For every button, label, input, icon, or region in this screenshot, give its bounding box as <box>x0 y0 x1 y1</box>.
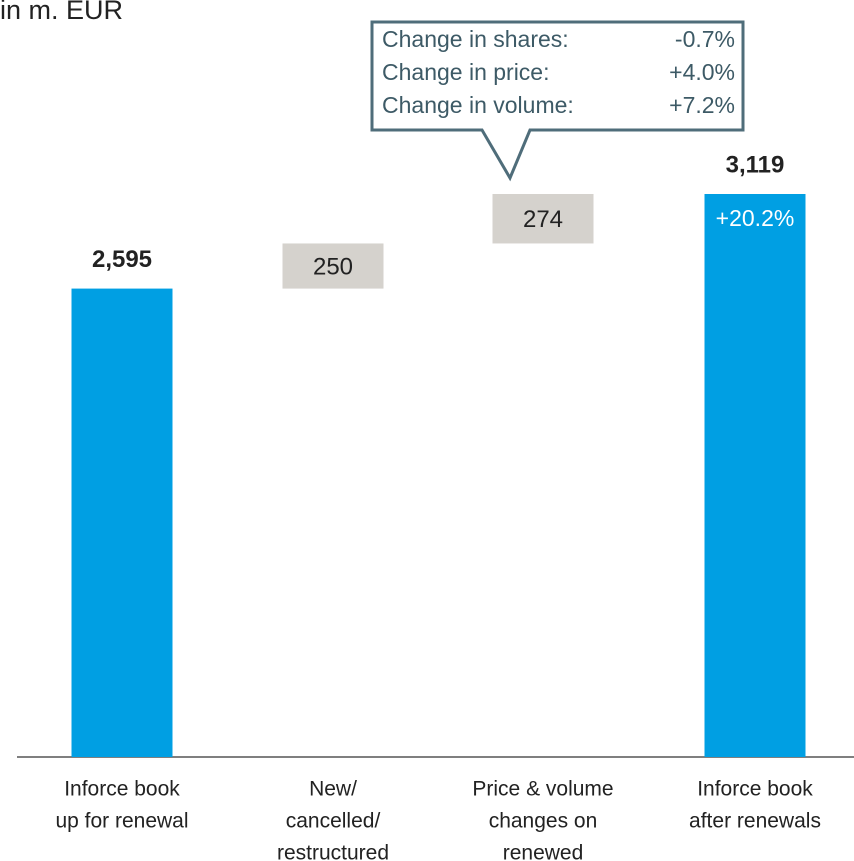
callout-value: +4.0% <box>669 59 735 85</box>
x-tick-label: after renewals <box>689 810 821 833</box>
x-tick-label: Price & volume <box>472 778 613 801</box>
x-tick-label: changes on <box>489 810 598 833</box>
x-tick-label: Inforce book <box>64 778 180 801</box>
callout-box <box>370 20 745 182</box>
total-bar <box>704 194 806 757</box>
x-tick-label: up for renewal <box>55 810 188 833</box>
x-tick-label: restructured <box>277 842 389 861</box>
value-label: 250 <box>313 253 353 280</box>
x-tick-label: New/ <box>309 778 357 801</box>
x-tick-label: renewed <box>503 842 584 861</box>
callout-label: Change in shares: <box>382 26 569 52</box>
value-label: 274 <box>523 206 563 233</box>
total-bar <box>71 288 173 757</box>
callout-label: Change in volume: <box>382 92 574 118</box>
step-bar <box>492 194 594 244</box>
callout-value: +7.2% <box>669 92 735 118</box>
value-label: 2,595 <box>92 246 152 273</box>
chart-subtitle: in m. EUR <box>0 0 123 25</box>
bar-annotation: +20.2% <box>716 205 795 231</box>
value-label: 3,119 <box>726 151 785 178</box>
x-tick-label: cancelled/ <box>286 810 381 833</box>
callout-value: -0.7% <box>675 26 735 52</box>
x-tick-label: Inforce book <box>697 778 813 801</box>
step-bar <box>282 243 384 289</box>
callout-label: Change in price: <box>382 59 550 85</box>
